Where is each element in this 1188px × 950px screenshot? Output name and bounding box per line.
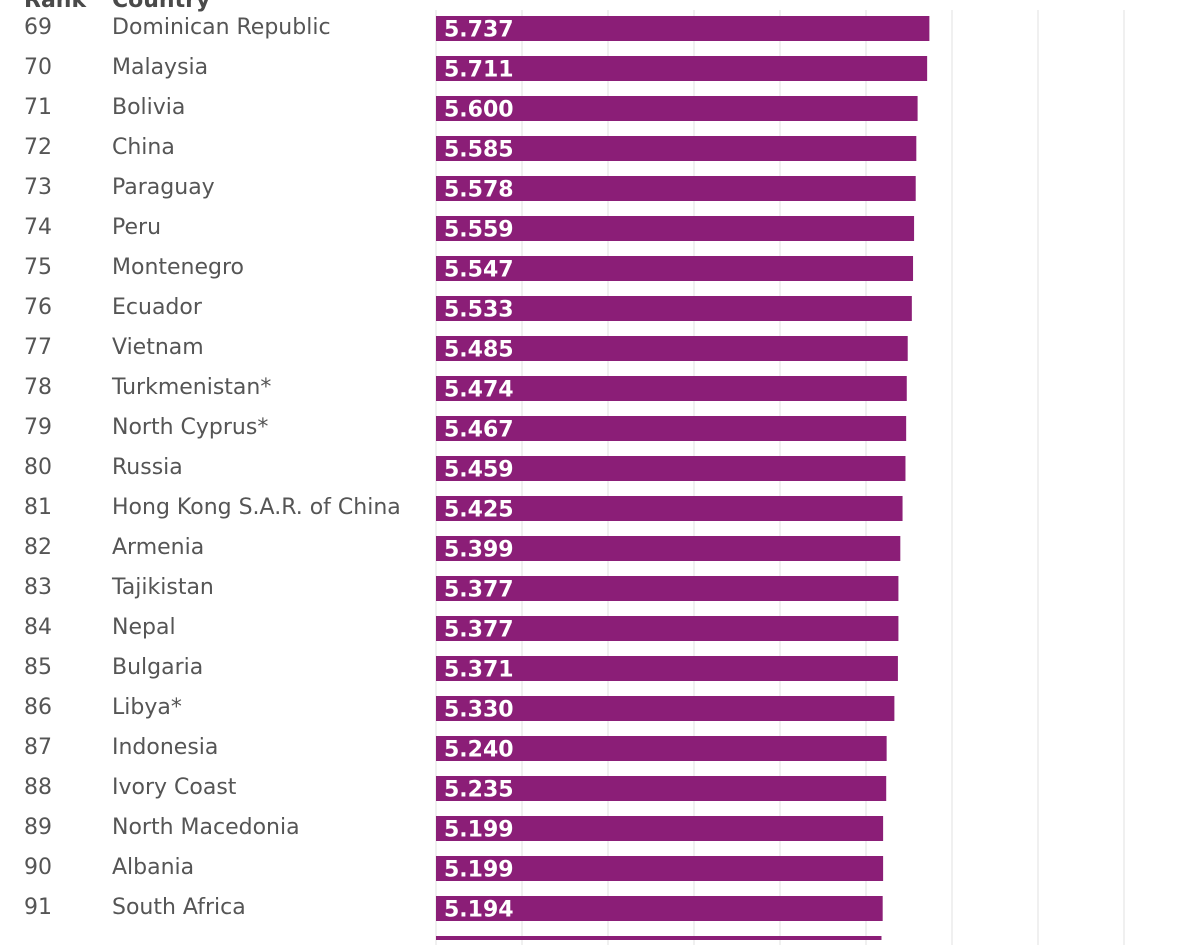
country-label: Nepal — [112, 615, 176, 640]
bar — [436, 16, 930, 41]
country-label: Vietnam — [112, 335, 204, 360]
rank-label: 71 — [24, 95, 52, 120]
rank-label: 72 — [24, 135, 52, 160]
bar — [436, 56, 928, 81]
rank-label: 86 — [24, 695, 52, 720]
bar-value-label: 5.485 — [444, 338, 514, 363]
bar — [436, 416, 907, 441]
bars: 5.737 5.711 5.600 5.585 5.578 5.559 5.547 5.533… — [436, 16, 930, 940]
bar — [436, 536, 901, 561]
bar — [436, 216, 915, 241]
rank-label: 75 — [24, 255, 52, 280]
bar — [436, 456, 906, 481]
bar — [436, 376, 907, 401]
bar — [436, 936, 882, 940]
country-label: Peru — [112, 215, 162, 240]
bar — [436, 816, 884, 841]
rank-label: 74 — [24, 215, 52, 240]
bar — [436, 136, 917, 161]
rank-label: 80 — [24, 455, 52, 480]
bar-value-label: 5.425 — [444, 498, 514, 523]
country-label: Libya* — [112, 695, 182, 720]
bar — [436, 696, 895, 721]
country-label: Hong Kong S.A.R. of China — [112, 495, 401, 520]
country-label: North Macedonia — [112, 815, 300, 840]
country-label: Bolivia — [112, 95, 186, 120]
bar — [436, 336, 908, 361]
country-label: South Africa — [112, 895, 246, 920]
country-label: Ecuador — [112, 295, 202, 320]
bar-value-label: 5.585 — [444, 138, 514, 163]
bar — [436, 496, 903, 521]
country-column-header: Country — [112, 0, 211, 13]
bar — [436, 736, 887, 761]
bar — [436, 176, 916, 201]
bar-value-label: 5.377 — [444, 578, 514, 603]
country-label: China — [112, 135, 175, 160]
rank-label: 87 — [24, 735, 52, 760]
country-label: Albania — [112, 855, 195, 880]
bar-value-label: 5.194 — [444, 898, 514, 923]
bar — [436, 896, 883, 921]
bar-value-label: 5.467 — [444, 418, 514, 443]
bar — [436, 96, 918, 121]
bar — [436, 776, 887, 801]
country-label: Tajikistan — [112, 575, 214, 600]
bar-value-label: 5.240 — [444, 738, 514, 763]
rank-label: 91 — [24, 895, 52, 920]
bar-value-label: 5.459 — [444, 458, 514, 483]
bar-value-label: 5.578 — [444, 178, 514, 203]
country-label: North Cyprus* — [112, 415, 269, 440]
bar — [436, 616, 899, 641]
country-label: Ivory Coast — [112, 775, 237, 800]
rank-label: 78 — [24, 375, 52, 400]
bar — [436, 576, 899, 601]
bar-value-label: 5.559 — [444, 218, 514, 243]
rank-label: 70 — [24, 55, 52, 80]
bar-value-label: 5.377 — [444, 618, 514, 643]
bar-value-label: 5.371 — [444, 658, 514, 683]
bar-value-label: 5.737 — [444, 18, 514, 43]
rank-label: 73 — [24, 175, 52, 200]
rank-label: 82 — [24, 535, 52, 560]
bar — [436, 296, 912, 321]
bar-value-label: 5.199 — [444, 858, 514, 883]
rank-label: 69 — [24, 15, 52, 40]
bar-value-label: 5.547 — [444, 258, 514, 283]
country-label: Bulgaria — [112, 655, 204, 680]
bar — [436, 856, 884, 881]
rank-label: 84 — [24, 615, 52, 640]
country-label: Dominican Republic — [112, 15, 331, 40]
bar-value-label: 5.600 — [444, 98, 514, 123]
rank-label: 76 — [24, 295, 52, 320]
rank-label: 88 — [24, 775, 52, 800]
country-label: Malaysia — [112, 55, 209, 80]
rank-label: 77 — [24, 335, 52, 360]
country-label: Paraguay — [112, 175, 215, 200]
bar-value-label: 5.330 — [444, 698, 514, 723]
rank-label: 90 — [24, 855, 52, 880]
rank-label: 85 — [24, 655, 52, 680]
country-label: Russia — [112, 455, 183, 480]
bar — [436, 256, 914, 281]
rank-column-header: Rank — [24, 0, 87, 13]
bar-value-label: 5.199 — [444, 818, 514, 843]
bar-value-label: 5.711 — [444, 58, 514, 83]
bar-value-label: 5.474 — [444, 378, 514, 403]
rank-label: 89 — [24, 815, 52, 840]
country-label: Indonesia — [112, 735, 219, 760]
country-label: Montenegro — [112, 255, 245, 280]
rank-label: 81 — [24, 495, 52, 520]
bar-value-label: 5.399 — [444, 538, 514, 563]
country-label: Armenia — [112, 535, 205, 560]
bar — [436, 656, 898, 681]
bar-value-label: 5.235 — [444, 778, 514, 803]
bar-value-label: 5.533 — [444, 298, 514, 323]
country-label: Turkmenistan* — [112, 375, 272, 400]
rank-label: 83 — [24, 575, 52, 600]
rank-label: 79 — [24, 415, 52, 440]
